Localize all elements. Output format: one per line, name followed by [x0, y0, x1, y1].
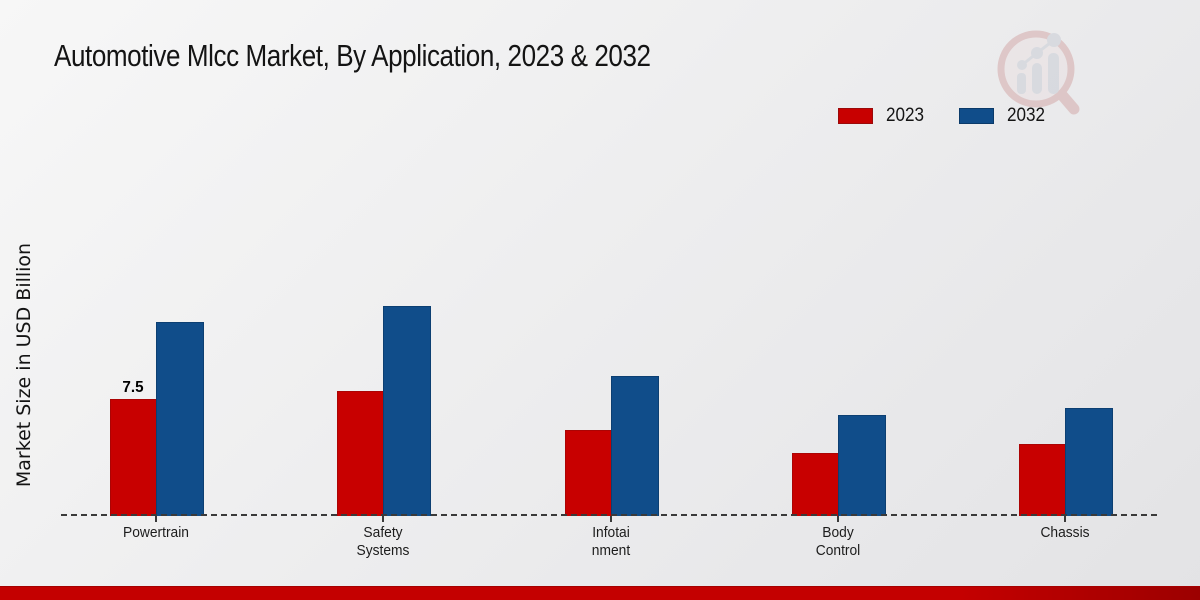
category-label-chassis: Chassis [1040, 524, 1090, 541]
category-label-safety-systems: Safety Systems [356, 524, 410, 559]
category-label-powertrain: Powertrain [123, 524, 189, 541]
x-axis-tick [836, 516, 839, 522]
magnifier-growth-logo-icon [997, 30, 1080, 115]
x-axis-tick [155, 516, 157, 522]
bar-chassis-2032 [1065, 408, 1114, 516]
x-axis-tick [382, 516, 385, 522]
bar-infotainment-2032 [610, 375, 659, 516]
bar-body-control-2023 [791, 453, 840, 516]
x-axis-baseline [61, 514, 1158, 516]
bar-safety-systems-2032 [383, 306, 432, 516]
bar-chassis-2023 [1019, 443, 1068, 516]
bar-powertrain-2023 [110, 399, 158, 516]
chart-legend: 2023 2032 [838, 105, 1050, 127]
bar-safety-systems-2023 [337, 391, 386, 516]
category-label-body-control: Body Control [815, 524, 861, 559]
category-label-infotainment: Infotai nment [591, 524, 630, 559]
x-axis-tick [1064, 516, 1067, 522]
legend-item-2023: 2023 [838, 105, 928, 127]
bar-powertrain-2032 [156, 321, 204, 516]
bar-body-control-2032 [837, 414, 886, 516]
legend-swatch-2023 [838, 108, 873, 124]
y-axis-label: Market Size in USD Billion [13, 242, 35, 488]
legend-item-2032: 2032 [959, 105, 1049, 127]
bar-infotainment-2023 [564, 429, 613, 516]
legend-label-2023: 2023 [886, 105, 925, 126]
legend-swatch-2032 [959, 108, 995, 124]
footer-accent-bar [0, 586, 1200, 600]
bar-value-label: 7.5 [122, 379, 144, 396]
x-axis-tick [609, 516, 612, 522]
legend-label-2032: 2032 [1007, 105, 1046, 126]
chart-title: Automotive Mlcc Market, By Application, … [54, 38, 651, 73]
